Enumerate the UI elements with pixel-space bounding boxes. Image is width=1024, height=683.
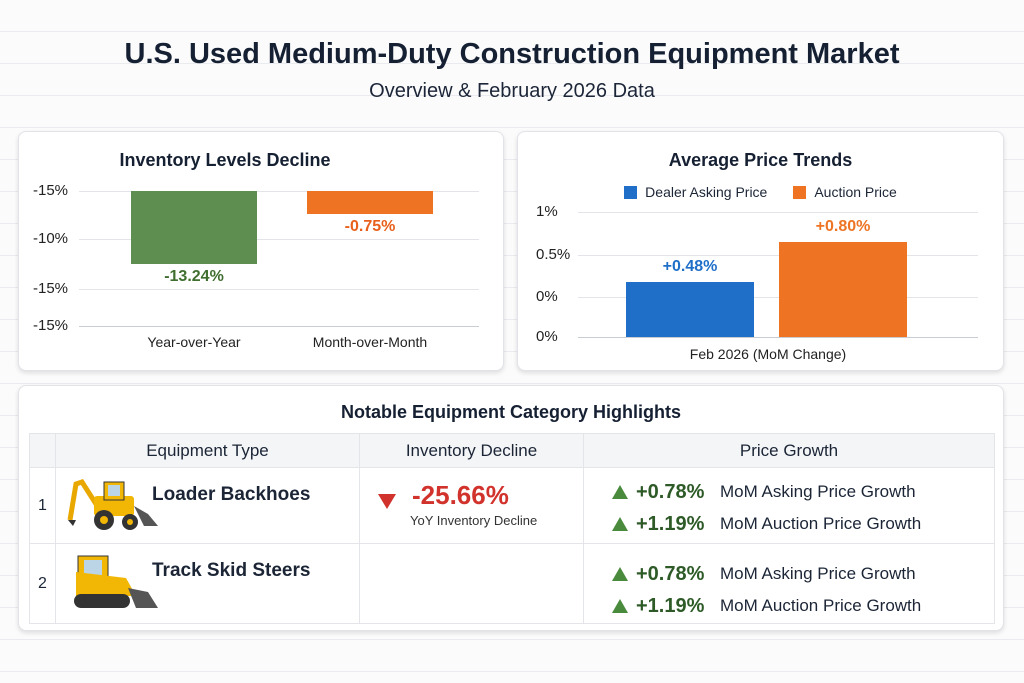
- equipment-name: Track Skid Steers: [152, 560, 311, 581]
- growth-item: +1.19% MoM Auction Price Growth: [584, 508, 994, 540]
- bar: [131, 191, 257, 264]
- up-arrow-icon: [612, 485, 628, 499]
- page-subtitle: Overview & February 2026 Data: [369, 80, 655, 102]
- y-tick-label: -15%: [33, 182, 69, 199]
- legend-label: Dealer Asking Price: [645, 184, 768, 200]
- equipment-name: Loader Backhoes: [152, 484, 311, 505]
- gridline: [79, 326, 479, 327]
- y-tick-label: -15%: [33, 317, 69, 334]
- table-row: 2 Track Skid Steers +0.78% MoM Asking Pri…: [29, 543, 995, 624]
- legend-label: Auction Price: [814, 184, 897, 200]
- backhoe-loader-icon: [67, 479, 158, 530]
- data-label: +0.48%: [662, 258, 718, 275]
- bar: [307, 191, 433, 214]
- decline-value: -25.66%: [412, 480, 509, 510]
- highlights-card: Notable Equipment Category Highlights Eq…: [18, 385, 1004, 631]
- growth-label: MoM Asking Price Growth: [720, 482, 916, 501]
- legend: Dealer Asking Price Auction Price: [518, 184, 1003, 200]
- legend-item: Auction Price: [793, 184, 897, 200]
- growth-value: +0.78%: [636, 562, 705, 585]
- gridline: [79, 239, 479, 240]
- up-arrow-icon: [612, 599, 628, 613]
- growth-cell: +0.78% MoM Asking Price Growth +1.19% MoM …: [583, 467, 995, 544]
- gridline: [578, 337, 978, 338]
- chart-title: Average Price Trends: [668, 150, 853, 170]
- equipment-cell: Track Skid Steers: [55, 543, 360, 624]
- gridline: [79, 191, 479, 192]
- table-title: Notable Equipment Category Highlights: [340, 402, 681, 422]
- y-tick-label: 0.5%: [536, 246, 571, 263]
- skid-steer-icon: [74, 555, 158, 608]
- y-tick-label: 0%: [536, 328, 558, 345]
- growth-item: +0.78% MoM Asking Price Growth: [584, 558, 994, 590]
- table-header: Equipment Type Inventory Decline Price G…: [29, 433, 995, 468]
- up-arrow-icon: [612, 517, 628, 531]
- col-equipment: Equipment Type: [55, 433, 360, 468]
- y-tick-label: 1%: [536, 203, 558, 220]
- bar: [779, 242, 907, 337]
- x-tick-label: Year-over-Year: [147, 334, 241, 350]
- row-index: 1: [29, 467, 56, 544]
- legend-swatch: [793, 185, 807, 199]
- row-index: 2: [29, 543, 56, 624]
- growth-value: +1.19%: [636, 512, 705, 535]
- bar: [626, 282, 754, 337]
- price-chart-card: Average Price Trends Dealer Asking Price…: [517, 131, 1004, 371]
- x-tick-label: Feb 2026 (MoM Change): [689, 346, 847, 362]
- col-growth: Price Growth: [583, 433, 995, 468]
- growth-label: MoM Auction Price Growth: [720, 596, 922, 615]
- y-tick-label: -10%: [33, 230, 69, 247]
- up-arrow-icon: [612, 567, 628, 581]
- gridline: [79, 289, 479, 290]
- growth-item: +0.78% MoM Asking Price Growth: [584, 476, 994, 508]
- legend-item: Dealer Asking Price: [624, 184, 767, 200]
- chart-title: Inventory Levels Decline: [119, 150, 331, 170]
- growth-item: +1.19% MoM Auction Price Growth: [584, 590, 994, 622]
- legend-swatch: [624, 185, 638, 199]
- index-header: [29, 433, 56, 468]
- data-label: -13.24%: [164, 267, 224, 285]
- data-label: -0.75%: [344, 218, 396, 235]
- down-arrow-icon: [378, 494, 396, 509]
- gridline: [578, 255, 978, 256]
- decline-note: YoY Inventory Decline: [410, 513, 538, 528]
- equipment-cell: Loader Backhoes: [55, 467, 360, 544]
- growth-cell: +0.78% MoM Asking Price Growth +1.19% MoM …: [583, 543, 995, 624]
- table-row: 1 Loader Backhoes -25.66% YoY Inventory …: [29, 467, 995, 544]
- page-title: U.S. Used Medium-Duty Construction Equip…: [124, 38, 900, 70]
- decline-cell: [359, 543, 584, 624]
- highlights-table: Equipment Type Inventory Decline Price G…: [29, 433, 995, 624]
- col-decline: Inventory Decline: [359, 433, 584, 468]
- gridline: [578, 212, 978, 213]
- gridline: [578, 297, 978, 298]
- growth-label: MoM Auction Price Growth: [720, 514, 922, 533]
- x-tick-label: Month-over-Month: [312, 334, 428, 350]
- growth-label: MoM Asking Price Growth: [720, 564, 916, 583]
- data-label: +0.80%: [815, 218, 871, 235]
- y-tick-label: -15%: [33, 280, 69, 297]
- decline-cell: -25.66% YoY Inventory Decline: [359, 467, 584, 544]
- growth-value: +1.19%: [636, 594, 705, 617]
- inventory-chart-card: Inventory Levels Decline -15% -10% -15% -15…: [18, 131, 504, 371]
- growth-value: +0.78%: [636, 480, 705, 503]
- y-tick-label: 0%: [536, 288, 558, 305]
